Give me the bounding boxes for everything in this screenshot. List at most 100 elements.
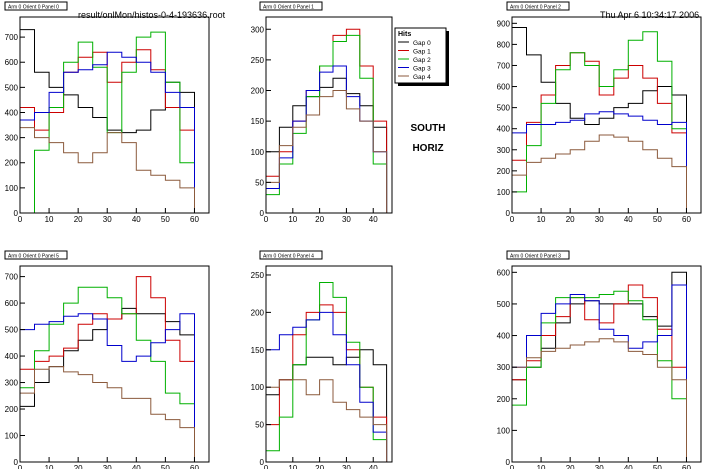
y-tick-label: 150: [251, 117, 265, 126]
plot-frame: [19, 16, 210, 214]
y-tick-label: 300: [497, 146, 511, 155]
x-tick-label: 50: [653, 464, 662, 469]
y-tick-label: 600: [5, 299, 19, 308]
x-tick-label: 0: [18, 464, 23, 469]
x-tick-label: 40: [132, 215, 141, 224]
y-tick-label: 0: [14, 458, 19, 467]
datetime-label: Thu Apr 6 10:34:17 2006: [600, 10, 700, 20]
series-line-gap-4: [266, 379, 391, 463]
series-line-gap-3: [266, 65, 391, 214]
file-path-label: result/onlMon/histos-0-4-193636.root: [78, 10, 226, 20]
series-line-gap-2: [20, 286, 199, 463]
x-tick-label: 60: [190, 464, 199, 469]
x-tick-label: 30: [342, 464, 351, 469]
series-line-gap-0: [512, 27, 691, 214]
y-tick-label: 0: [506, 458, 511, 467]
chart-panel-2: Arm 0 Orient 0 Panel 1 0 10 20 30 40 0 50 100 150…: [251, 1, 393, 224]
y-tick-label: 700: [497, 61, 511, 70]
x-tick-label: 20: [566, 215, 575, 224]
y-tick-label: 500: [497, 104, 511, 113]
x-tick-label: 20: [315, 464, 324, 469]
y-tick-label: 150: [251, 346, 265, 355]
x-tick-label: 40: [369, 215, 378, 224]
y-tick-label: 0: [14, 209, 19, 218]
y-tick-label: 200: [251, 308, 265, 317]
y-tick-label: 100: [5, 184, 19, 193]
legend-title: Hits: [398, 31, 411, 38]
panel-title: Arm 0 Orient 0 Panel 3: [510, 254, 561, 260]
legend-entry: Gap 0: [413, 40, 431, 47]
y-tick-label: 100: [251, 148, 265, 157]
y-tick-label: 0: [260, 209, 265, 218]
panel-title: Arm 0 Orient 0 Panel 1: [263, 5, 314, 11]
x-tick-label: 10: [537, 215, 546, 224]
plot-frame: [19, 265, 210, 463]
x-tick-label: 0: [264, 464, 269, 469]
chart-panel-3: Arm 0 Orient 0 Panel 20 10 20 30 40 50 6001002…: [497, 1, 702, 224]
series-line-gap-2: [266, 282, 391, 463]
y-tick-label: 400: [497, 125, 511, 134]
legend-entry: Gap 2: [413, 57, 431, 64]
x-tick-label: 0: [18, 215, 23, 224]
series-line-gap-4: [20, 127, 199, 214]
x-tick-label: 30: [103, 215, 112, 224]
series-line-gap-0: [20, 307, 199, 463]
panel-title-box: [506, 250, 570, 260]
x-tick-label: 10: [45, 215, 54, 224]
x-tick-label: 30: [595, 215, 604, 224]
chart-panel-1: Arm 0 Orient 0 Panel 00 10 20 30 40 50 6001002…: [4, 1, 210, 224]
x-tick-label: 20: [566, 464, 575, 469]
legend-entry: Gap 3: [413, 66, 431, 73]
x-tick-label: 30: [103, 464, 112, 469]
x-tick-label: 30: [595, 464, 604, 469]
x-tick-label: 50: [653, 215, 662, 224]
x-tick-label: 60: [682, 215, 691, 224]
x-tick-label: 40: [132, 464, 141, 469]
panel-title: Arm 0 Orient 0 Panel 2: [510, 5, 561, 11]
y-tick-label: 300: [251, 25, 265, 34]
series-line-gap-1: [20, 276, 199, 463]
chart-panel-5: Arm 0 Orient 0 Panel 4 0 10 20 30 40 0 50 100 150…: [251, 250, 393, 469]
y-tick-label: 100: [497, 188, 511, 197]
y-tick-label: 800: [497, 40, 511, 49]
y-tick-label: 100: [497, 426, 511, 435]
plot-frame: [265, 16, 393, 214]
side-text-2: HORIZ: [412, 143, 443, 154]
y-tick-label: 500: [5, 326, 19, 335]
series-line-gap-2: [20, 31, 199, 214]
series-line-gap-0: [20, 29, 199, 214]
x-tick-label: 40: [624, 464, 633, 469]
series-line-gap-2: [266, 34, 391, 214]
series-line-gap-2: [512, 31, 691, 214]
x-tick-label: 40: [624, 215, 633, 224]
panel-title: Arm 0 Orient 0 Panel 4: [263, 254, 314, 260]
x-tick-label: 30: [342, 215, 351, 224]
y-tick-label: 250: [251, 56, 265, 65]
series-line-gap-4: [20, 366, 199, 463]
x-tick-label: 20: [74, 464, 83, 469]
x-tick-label: 60: [682, 464, 691, 469]
y-tick-label: 500: [5, 83, 19, 92]
x-tick-label: 20: [315, 215, 324, 224]
series-line-gap-2: [512, 290, 691, 463]
x-tick-label: 10: [288, 464, 297, 469]
series-line-gap-1: [512, 284, 691, 463]
y-tick-label: 200: [5, 159, 19, 168]
plot-frame: [511, 16, 702, 214]
series-line-gap-4: [512, 134, 691, 214]
panel-title: Arm 0 Orient 0 Panel 0: [8, 5, 59, 11]
series-line-gap-1: [512, 52, 691, 214]
series-line-gap-3: [512, 111, 691, 214]
panel-title-box: [4, 1, 68, 11]
chart-panel-6: Arm 0 Orient 0 Panel 30 10 20 30 40 50 6001002…: [497, 250, 702, 469]
x-tick-label: 60: [190, 215, 199, 224]
y-tick-label: 300: [5, 379, 19, 388]
panel-title-box: [259, 1, 323, 11]
x-tick-label: 0: [510, 464, 515, 469]
panel-title-box: [259, 250, 323, 260]
series-line-gap-4: [512, 338, 691, 463]
y-tick-label: 200: [251, 87, 265, 96]
x-tick-label: 20: [74, 215, 83, 224]
